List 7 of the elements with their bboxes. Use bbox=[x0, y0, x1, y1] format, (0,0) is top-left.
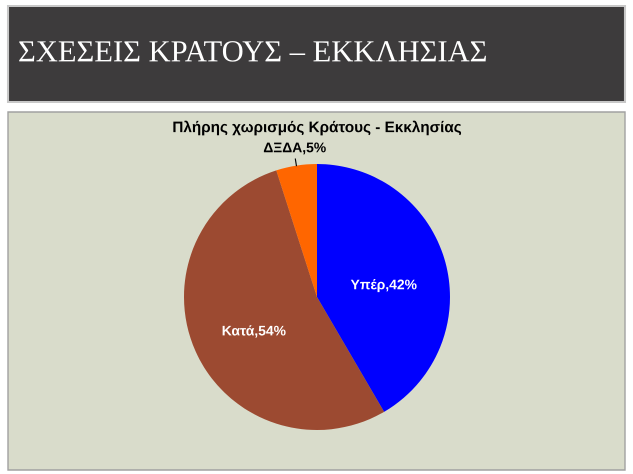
slice-label: Υπέρ,42% bbox=[350, 279, 417, 292]
chart-title: ΣΧΕΣΕΙΣ ΚΡΑΤΟΥΣ – ΕΚΚΛΗΣΙΑΣ bbox=[19, 41, 486, 62]
slice-label: ΔΞΔΑ,5% bbox=[264, 142, 326, 154]
pie-slice bbox=[276, 164, 317, 297]
chart-subtitle: Πλήρης χωρισμός Κράτους - Εκκλησίας bbox=[173, 120, 462, 136]
pie-slice bbox=[317, 164, 450, 412]
slice-label: Κατά,54% bbox=[222, 325, 286, 338]
